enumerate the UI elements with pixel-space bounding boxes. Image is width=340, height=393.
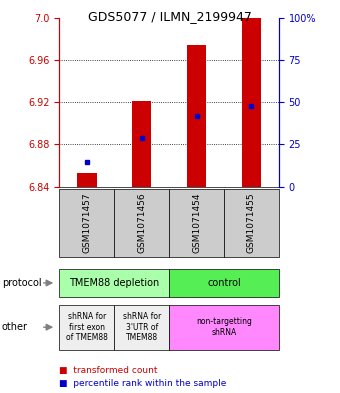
Text: shRNA for
3'UTR of
TMEM88: shRNA for 3'UTR of TMEM88 (123, 312, 161, 342)
Text: non-targetting
shRNA: non-targetting shRNA (196, 318, 252, 337)
Text: GSM1071454: GSM1071454 (192, 193, 201, 253)
Text: ■  percentile rank within the sample: ■ percentile rank within the sample (59, 379, 227, 387)
Bar (242, 18, 261, 187)
Text: ■  transformed count: ■ transformed count (59, 366, 158, 375)
Text: GDS5077 / ILMN_2199947: GDS5077 / ILMN_2199947 (88, 10, 252, 23)
Bar (187, 45, 206, 187)
Text: TMEM88 depletion: TMEM88 depletion (69, 278, 159, 288)
Bar (77, 173, 97, 187)
Text: GSM1071455: GSM1071455 (247, 193, 256, 253)
Text: protocol: protocol (2, 278, 41, 288)
Text: other: other (2, 322, 28, 332)
Bar (132, 101, 151, 187)
Text: shRNA for
first exon
of TMEM88: shRNA for first exon of TMEM88 (66, 312, 108, 342)
Text: GSM1071457: GSM1071457 (82, 193, 91, 253)
Text: control: control (207, 278, 241, 288)
Text: GSM1071456: GSM1071456 (137, 193, 146, 253)
